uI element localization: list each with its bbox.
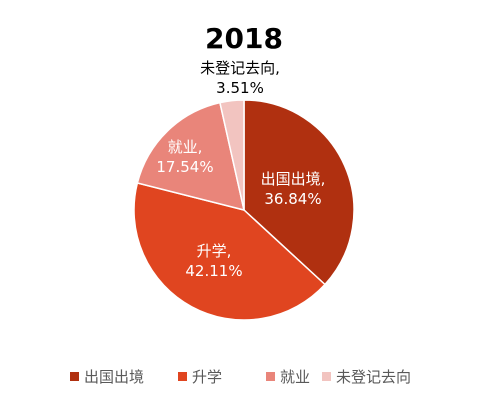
chart-title: 2018 bbox=[205, 22, 283, 55]
legend-item-3: 就业 bbox=[266, 368, 310, 386]
pie-slice-4 bbox=[219, 99, 245, 211]
slice-label-value: 42.11% bbox=[185, 262, 242, 280]
pie-slices bbox=[133, 99, 355, 321]
slice-label-value: 3.51% bbox=[216, 79, 264, 97]
legend-swatch bbox=[322, 372, 331, 381]
slice-label-name: 出国出境, bbox=[261, 170, 326, 188]
legend-swatch bbox=[266, 372, 275, 381]
slice-label-value: 17.54% bbox=[156, 158, 213, 176]
legend-label: 出国出境 bbox=[84, 368, 144, 386]
legend-item-4: 未登记去向 bbox=[322, 368, 411, 386]
slice-label-2: 升学, 42.11% bbox=[185, 242, 242, 280]
legend-label: 就业 bbox=[280, 368, 310, 386]
legend-label: 升学 bbox=[192, 368, 222, 386]
pie-slice-labels: 出国出境, 36.84% 升学, 42.11% 就业, 17.54% 未登记去向, 3.51% bbox=[156, 59, 325, 280]
pie-slice-3 bbox=[136, 101, 245, 212]
chart-legend: 出国出境 升学 就业 未登记去向 bbox=[70, 368, 411, 386]
legend-label: 未登记去向 bbox=[336, 368, 411, 386]
legend-item-1: 出国出境 bbox=[70, 368, 144, 386]
legend-item-2: 升学 bbox=[178, 368, 222, 386]
slice-label-4: 未登记去向, 3.51% bbox=[200, 59, 280, 97]
slice-label-value: 36.84% bbox=[264, 190, 321, 208]
slice-label-3: 就业, 17.54% bbox=[156, 138, 213, 176]
legend-swatch bbox=[178, 372, 187, 381]
slice-label-name: 就业, bbox=[168, 138, 203, 156]
legend-swatch bbox=[70, 372, 79, 381]
pie-slice-1 bbox=[243, 99, 355, 286]
slice-label-1: 出国出境, 36.84% bbox=[261, 170, 326, 208]
pie-slice-2 bbox=[133, 182, 326, 321]
slice-label-name: 升学, bbox=[197, 242, 232, 260]
slice-label-name: 未登记去向, bbox=[200, 59, 280, 77]
